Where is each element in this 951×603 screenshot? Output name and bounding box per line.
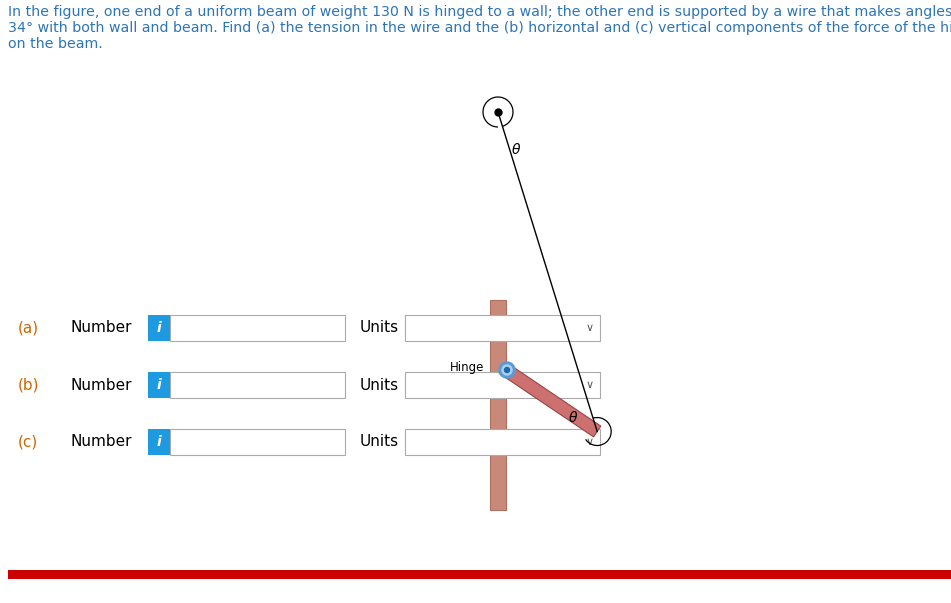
Text: Units: Units (360, 435, 399, 449)
Bar (170, 315, 345, 341)
Bar (148, 315, 170, 341)
Bar (170, 429, 345, 455)
Text: i: i (157, 435, 162, 449)
Text: 34° with both wall and beam. Find (a) the tension in the wire and the (b) horizo: 34° with both wall and beam. Find (a) th… (8, 21, 951, 35)
Bar (148, 372, 170, 398)
Circle shape (504, 367, 510, 373)
Text: Number: Number (70, 377, 131, 393)
Bar (148, 429, 170, 455)
Bar (405, 315, 600, 341)
Circle shape (502, 365, 512, 375)
Text: (a): (a) (18, 321, 39, 335)
Text: Units: Units (360, 377, 399, 393)
Text: θ: θ (512, 143, 520, 157)
Bar (405, 372, 600, 398)
Text: (c): (c) (18, 435, 38, 449)
Text: Hinge: Hinge (450, 362, 484, 374)
Text: ∨: ∨ (586, 380, 594, 390)
Text: on the beam.: on the beam. (8, 37, 103, 51)
Text: θ: θ (570, 411, 577, 425)
Bar (490, 300, 506, 510)
Text: Number: Number (70, 321, 131, 335)
Text: (b): (b) (18, 377, 40, 393)
Bar (170, 372, 345, 398)
Text: Number: Number (70, 435, 131, 449)
Bar (405, 429, 600, 455)
Text: ∨: ∨ (586, 323, 594, 333)
Circle shape (499, 362, 515, 378)
Text: i: i (157, 378, 162, 392)
Text: ∨: ∨ (586, 437, 594, 447)
Text: In the figure, one end of a uniform beam of weight 130 N is hinged to a wall; th: In the figure, one end of a uniform beam… (8, 5, 951, 19)
Text: Units: Units (360, 321, 399, 335)
Bar (8, 570, 951, 579)
Text: i: i (157, 321, 162, 335)
Polygon shape (499, 362, 601, 437)
